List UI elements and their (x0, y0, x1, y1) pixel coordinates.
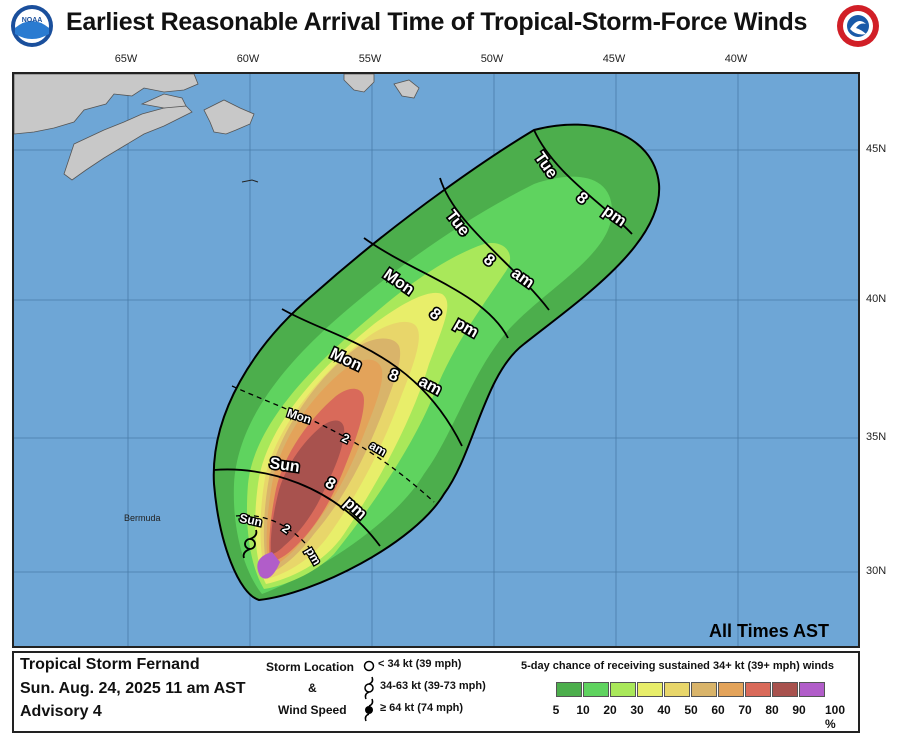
scale-swatch (664, 682, 690, 697)
scale-swatch (610, 682, 636, 697)
longitude-tick: 45W (602, 53, 626, 65)
probability-swath (212, 123, 661, 602)
page-title: Earliest Reasonable Arrival Time of Trop… (66, 8, 808, 36)
symbol-label-0: < 34 kt (39 mph) (378, 658, 462, 670)
legend: Tropical Storm Fernand Sun. Aug. 24, 202… (12, 651, 860, 733)
scale-label: 5 (552, 703, 560, 717)
scale-label: 100 % (825, 703, 846, 731)
storm-symbol-icons (363, 660, 375, 722)
longitude-tick: 50W (480, 53, 504, 65)
latitude-tick: 40N (866, 293, 887, 305)
scale-label: 80 (765, 703, 779, 717)
storm-name: Tropical Storm Fernand (20, 656, 200, 673)
symbol-label-2: ≥ 64 kt (74 mph) (380, 702, 464, 714)
scale-swatch (637, 682, 663, 697)
symbol-label-1: 34-63 kt (39-73 mph) (380, 680, 486, 692)
circle-open-icon (363, 660, 375, 672)
scale-label: 30 (630, 703, 644, 717)
scale-label: 90 (792, 703, 806, 717)
scale-swatch (583, 682, 609, 697)
nws-logo-icon (837, 5, 879, 47)
longitude-tick: 55W (358, 53, 382, 65)
longitude-tick: 40W (724, 53, 748, 65)
longitude-tick: 65W (114, 53, 138, 65)
scale-swatch (745, 682, 771, 697)
scale-title: 5-day chance of receiving sustained 34+ … (521, 660, 834, 672)
noaa-logo-text: NOAA (22, 17, 43, 24)
latitude-tick: 30N (866, 565, 887, 577)
scale-label: 60 (711, 703, 725, 717)
storm-location-title: Storm Location (266, 660, 355, 674)
tropical-storm-icon (364, 683, 374, 693)
longitude-tick: 60W (236, 53, 260, 65)
all-times-label: All Times AST (709, 621, 830, 641)
land-canada (14, 74, 420, 181)
latitude-tick: 45N (866, 143, 887, 155)
scale-swatch (556, 682, 582, 697)
issue-time: Sun. Aug. 24, 2025 11 am AST (20, 680, 246, 697)
scale-label: 70 (738, 703, 752, 717)
advisory-number: Advisory 4 (20, 703, 102, 720)
scale-swatch (691, 682, 717, 697)
scale-label: 20 (603, 703, 617, 717)
latitude-tick: 35N (866, 431, 887, 443)
scale-label: 40 (657, 703, 671, 717)
map: Sun 2 pm Sun 8 pm Mon 2 am Mon 8 am Mon 8 pm Tue 8 am Tue 8… (12, 72, 860, 648)
time-label: Sun (238, 511, 263, 529)
storm-location-amp: & (308, 681, 317, 695)
scale-swatch (718, 682, 744, 697)
storm-location-icon (242, 529, 258, 559)
scale-label: 50 (684, 703, 698, 717)
scale-swatch (799, 682, 825, 697)
header: NOAA Earliest Reasonable Arrival Time of… (0, 0, 897, 48)
scale-label: 10 (576, 703, 590, 717)
hurricane-icon (365, 706, 373, 714)
place-label-bermuda: Bermuda (124, 513, 161, 523)
scale-swatch (772, 682, 798, 697)
isochrone-lines (213, 129, 633, 555)
noaa-logo-icon: NOAA (11, 5, 53, 47)
wind-speed-title: Wind Speed (278, 703, 347, 717)
